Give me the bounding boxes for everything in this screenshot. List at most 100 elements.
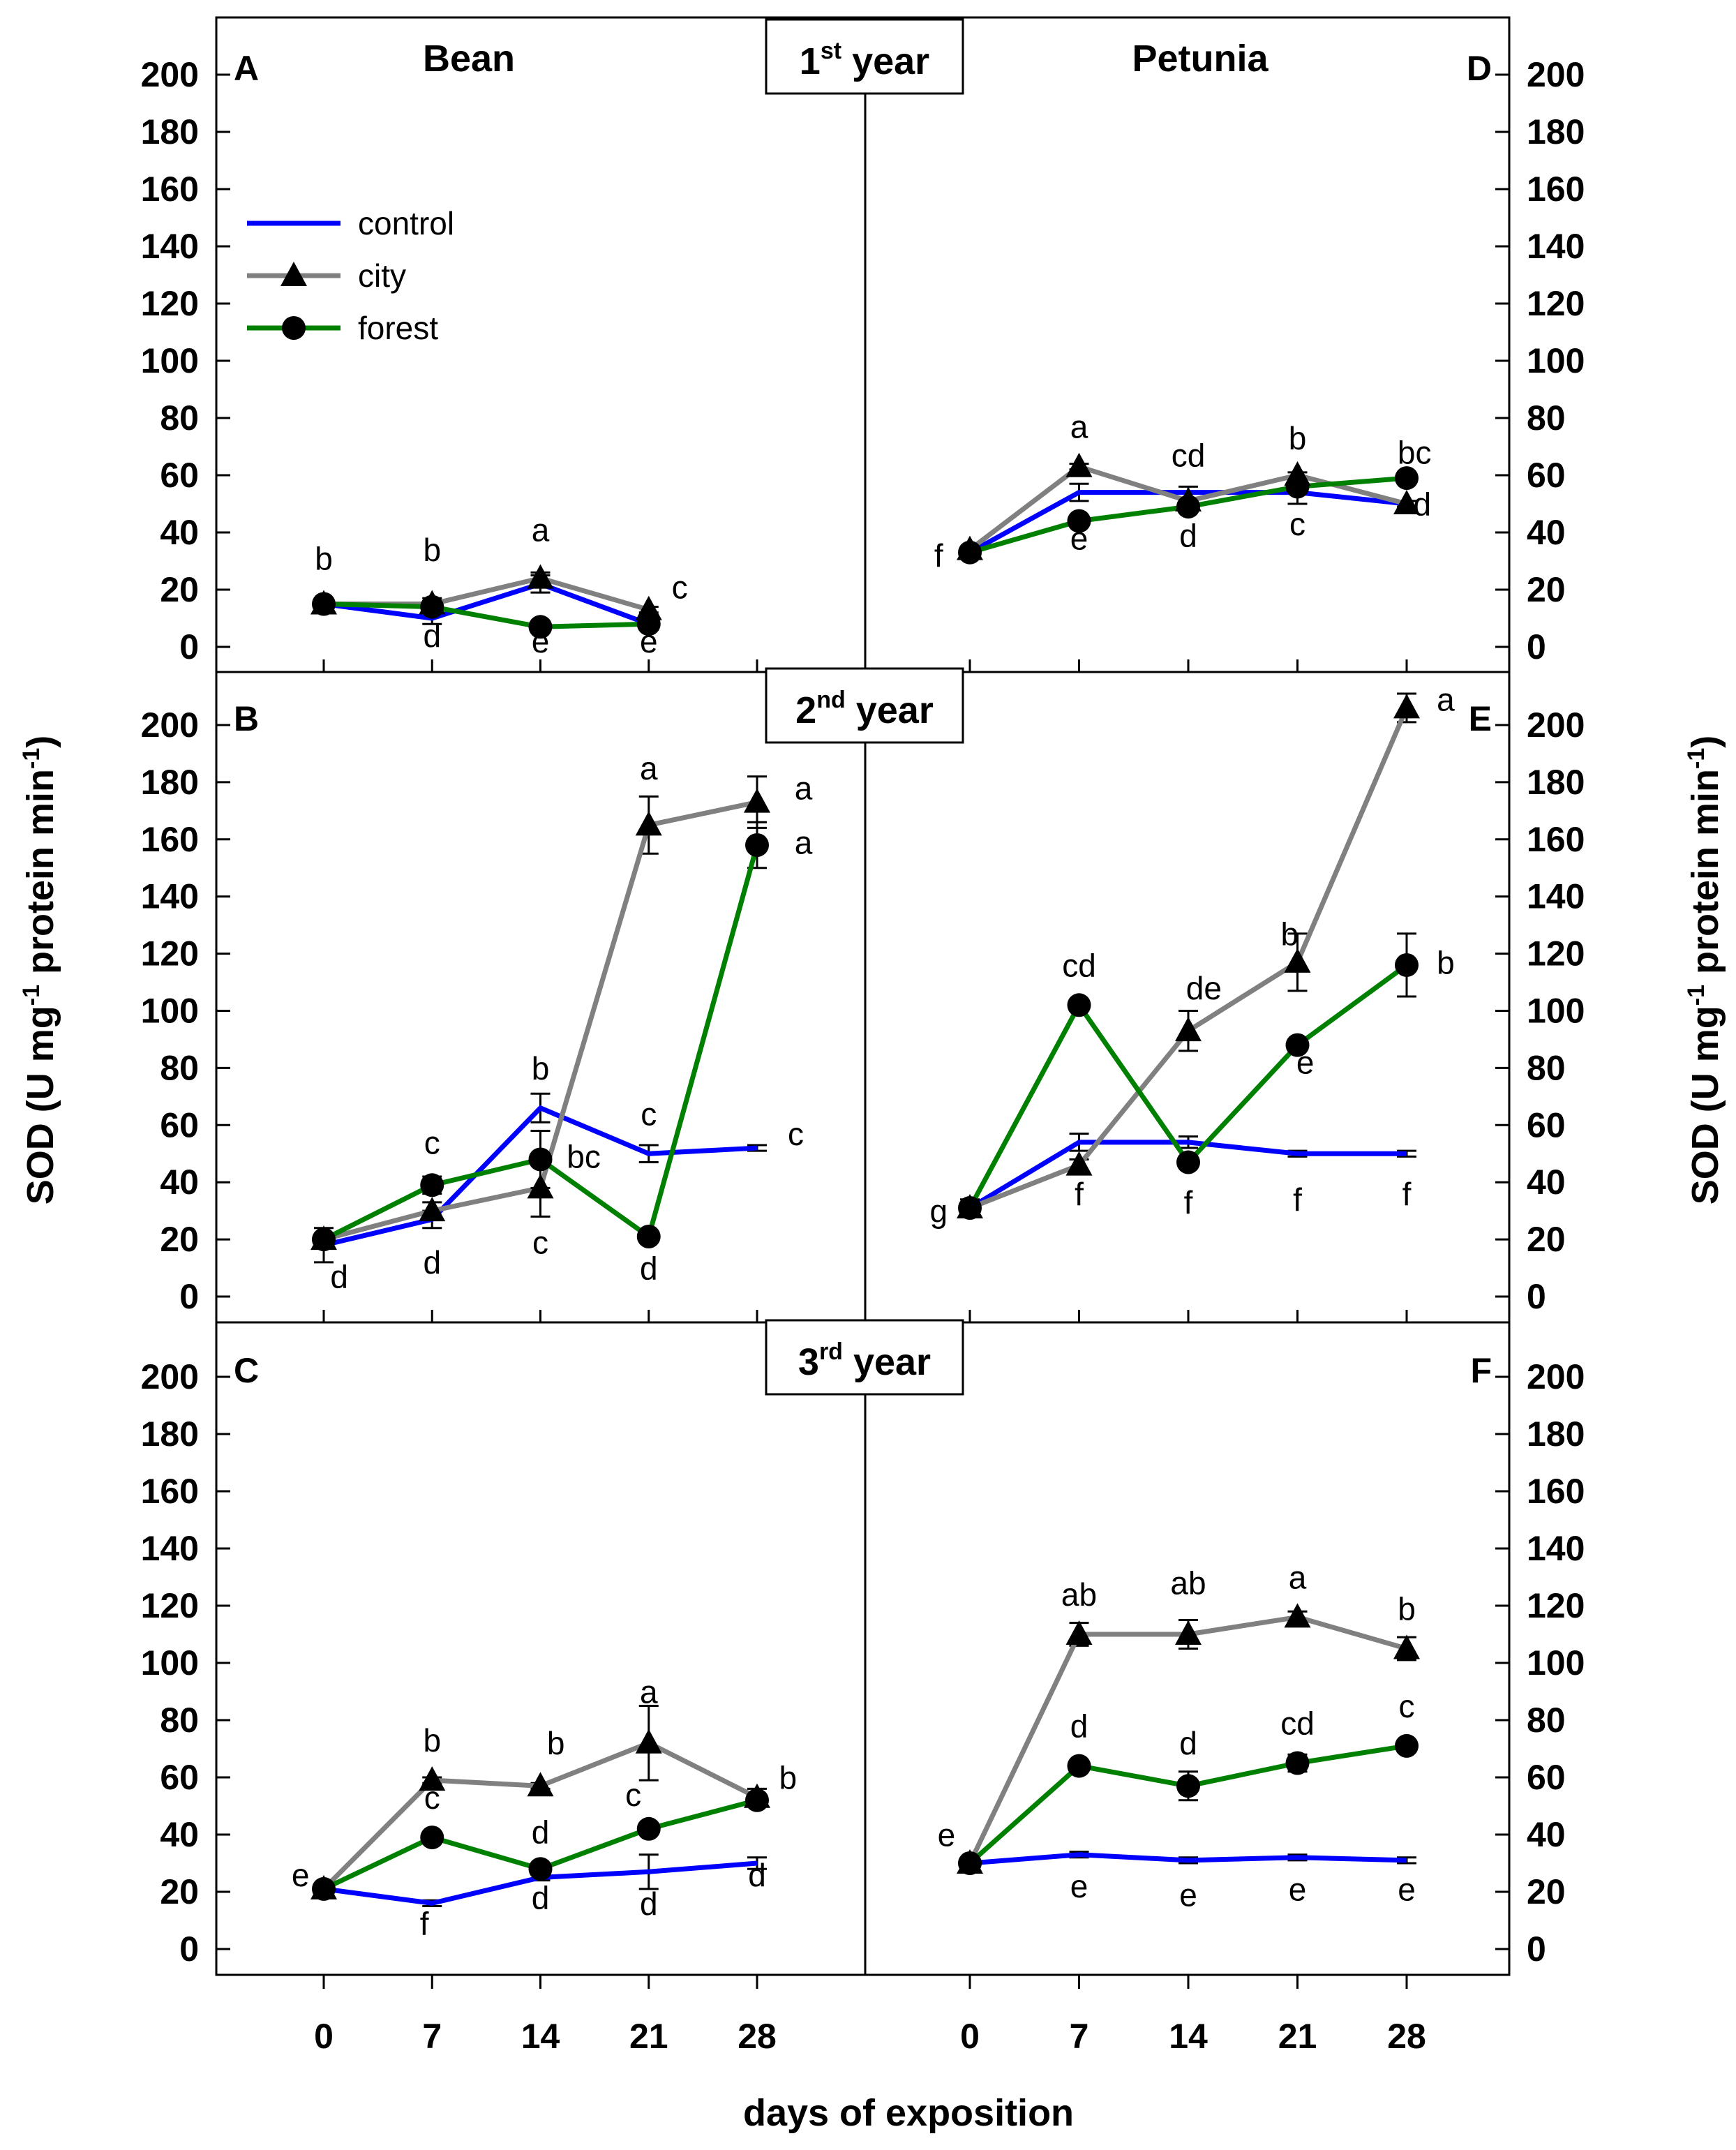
significance-label: c xyxy=(532,1225,548,1261)
y-tick-label: 160 xyxy=(141,1472,199,1511)
marker-forest xyxy=(1176,1774,1200,1798)
year-label: 2nd year xyxy=(795,687,934,731)
marker-forest xyxy=(1067,509,1091,533)
y-tick-label: 20 xyxy=(1527,1220,1566,1259)
y-tick-label: 200 xyxy=(1527,55,1585,94)
significance-label: cd xyxy=(1280,1705,1315,1742)
panel-letter: E xyxy=(1469,699,1492,738)
significance-label: f xyxy=(420,1906,429,1942)
legend-marker-triangle xyxy=(280,262,307,286)
marker-forest xyxy=(420,1826,444,1850)
significance-label: d xyxy=(1414,486,1432,522)
significance-label: c xyxy=(424,1779,440,1816)
marker-forest xyxy=(636,1225,661,1249)
y-tick-label: 80 xyxy=(160,1048,199,1087)
x-tick-label: 28 xyxy=(738,2017,777,2056)
marker-forest xyxy=(958,540,982,565)
significance-label: d xyxy=(1070,1708,1088,1745)
significance-label: e xyxy=(1070,1868,1088,1904)
panel-B: 0 20 40 60 80 100 120 140 160 180 200 Bd c d b bc c c d a c a… xyxy=(141,699,813,1322)
marker-forest xyxy=(958,1851,982,1875)
y-tick-label: 180 xyxy=(141,1414,199,1454)
significance-label: f xyxy=(1402,1176,1412,1212)
significance-label: d xyxy=(532,1880,550,1916)
series-line-forest xyxy=(968,1743,1407,1865)
significance-label: e xyxy=(292,1857,310,1893)
y-tick-label: 0 xyxy=(179,627,199,666)
y-tick-label: 0 xyxy=(179,1929,199,1969)
y-tick-label: 140 xyxy=(1527,1529,1585,1568)
y-tick-label: 200 xyxy=(1527,1357,1585,1396)
series-line-control xyxy=(968,1140,1407,1211)
y-tick-label: 160 xyxy=(141,170,199,209)
year-label: 1st year xyxy=(800,38,929,82)
y-tick-label: 40 xyxy=(160,513,199,552)
y-tick-label: 180 xyxy=(141,763,199,802)
y-tick-label: 80 xyxy=(160,1701,199,1740)
significance-label: cd xyxy=(1062,947,1096,983)
header-bean: Bean xyxy=(423,38,515,80)
y-tick-label: 40 xyxy=(1527,1815,1566,1854)
y-tick-label: 100 xyxy=(141,1643,199,1682)
panel-letter: C xyxy=(234,1351,259,1390)
x-axis-title: days of exposition xyxy=(743,2092,1074,2134)
legend-item-city: city xyxy=(247,257,406,294)
y-tick-label: 120 xyxy=(141,934,199,973)
year-box-2: 2nd year xyxy=(765,667,964,744)
year-number: 3 xyxy=(798,1341,819,1383)
significance-label: d xyxy=(330,1259,348,1295)
x-tick-label: 0 xyxy=(314,2017,334,2056)
year-word: year xyxy=(846,689,934,731)
marker-city xyxy=(1284,948,1311,973)
y-tick-label: 20 xyxy=(160,1220,199,1259)
significance-label: a xyxy=(640,1673,658,1710)
marker-city xyxy=(1175,1017,1202,1042)
x-tick-label: 14 xyxy=(1169,2017,1208,2056)
significance-label: d xyxy=(640,1250,658,1286)
significance-label: c xyxy=(1399,1688,1415,1724)
y-tick-label: 160 xyxy=(141,820,199,859)
y-tick-label: 40 xyxy=(1527,1163,1566,1202)
marker-city xyxy=(744,788,770,813)
marker-forest xyxy=(312,1876,336,1901)
y-tick-label: 200 xyxy=(141,55,199,94)
y-tick-label: 20 xyxy=(1527,570,1566,609)
significance-label: e xyxy=(1296,1045,1315,1081)
y-tick-label: 180 xyxy=(1527,112,1585,151)
year-superscript: nd xyxy=(816,687,846,713)
significance-label: b xyxy=(423,532,441,568)
panel-letter: A xyxy=(234,49,259,88)
significance-label: b xyxy=(532,1050,550,1087)
significance-label: b xyxy=(1437,944,1455,980)
significance-label: c xyxy=(672,569,688,605)
significance-label: ab xyxy=(1170,1565,1206,1602)
marker-city xyxy=(527,1174,554,1199)
significance-label: bc xyxy=(567,1139,601,1175)
y-tick-label: 60 xyxy=(1527,1758,1566,1797)
x-tick-label: 21 xyxy=(629,2017,668,2056)
significance-label: a xyxy=(532,512,550,548)
marker-forest xyxy=(636,1816,661,1841)
year-box-3: 3rd year xyxy=(765,1319,964,1396)
marker-forest xyxy=(528,1147,553,1172)
marker-city xyxy=(419,1766,446,1791)
significance-label: f xyxy=(1184,1184,1193,1220)
marker-city xyxy=(1393,490,1420,514)
marker-forest xyxy=(1067,993,1091,1017)
y-tick-label: 120 xyxy=(1527,1586,1585,1625)
significance-label: a xyxy=(1070,409,1088,445)
panel-letter: B xyxy=(234,699,259,738)
y-tick-label: 20 xyxy=(160,1872,199,1911)
significance-label: e xyxy=(938,1816,956,1853)
marker-forest xyxy=(312,1227,336,1252)
year-word: year xyxy=(843,1341,931,1383)
y-tick-label: 200 xyxy=(141,706,199,745)
marker-city xyxy=(1284,1603,1311,1628)
marker-city xyxy=(1065,1620,1093,1645)
y-tick-label: 160 xyxy=(1527,820,1585,859)
marker-forest xyxy=(1285,475,1310,499)
y-tick-label: 40 xyxy=(160,1815,199,1854)
